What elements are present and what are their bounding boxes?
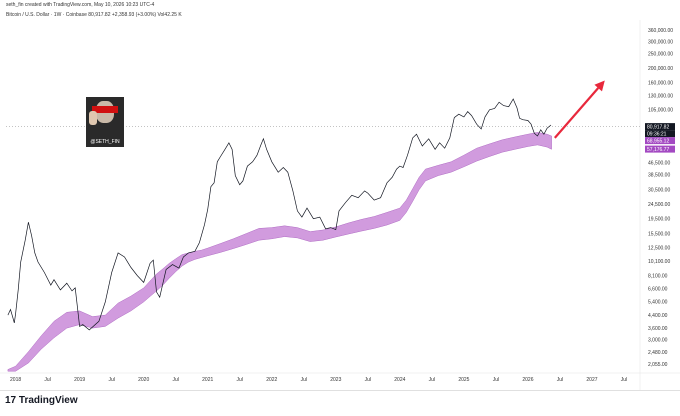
last-price-label: 80,917.82 — [647, 124, 669, 130]
x-tick-label: 2022 — [266, 377, 277, 383]
annotation-arrow-shaft — [553, 87, 600, 139]
x-tick-label: 2019 — [74, 377, 85, 383]
tv-logo-text: TradingView — [18, 395, 78, 406]
avatar-hand — [89, 111, 97, 125]
x-tick-label: 2026 — [522, 377, 533, 383]
y-tick-label: 130,000.00 — [648, 94, 673, 100]
x-tick-label: Jul — [108, 377, 114, 383]
bull-market-support-band — [7, 132, 552, 372]
y-tick-label: 38,500.00 — [648, 173, 670, 179]
y-tick-label: 46,500.00 — [648, 160, 670, 166]
avatar-blindfold — [92, 106, 118, 113]
countdown-label: 09:36:21 — [647, 131, 667, 137]
x-tick-label: Jul — [429, 377, 435, 383]
tv-logo-icon: 17 — [5, 395, 17, 406]
y-tick-label: 5,400.00 — [648, 300, 668, 306]
y-tick-label: 10,100.00 — [648, 259, 670, 265]
y-tick-label: 3,000.00 — [648, 338, 668, 344]
x-tick-label: Jul — [301, 377, 307, 383]
x-tick-label: 2025 — [458, 377, 469, 383]
y-tick-label: 24,500.00 — [648, 202, 670, 208]
y-tick-label: 6,600.00 — [648, 287, 668, 293]
band-upper-label: 68,955.12 — [647, 138, 669, 144]
avatar-label: @SETH_FIN — [90, 139, 120, 145]
x-tick-label: 2020 — [138, 377, 149, 383]
x-tick-label: 2027 — [586, 377, 597, 383]
credit-line: seth_fin created with TradingView.com, M… — [6, 2, 155, 8]
band-lower-label: 57,176.77 — [647, 147, 669, 153]
symbol-info[interactable]: Bitcoin / U.S. Dollar · 1W · Coinbase 80… — [6, 12, 182, 18]
y-tick-label: 2,055.00 — [648, 362, 668, 368]
y-tick-label: 12,500.00 — [648, 245, 670, 251]
x-tick-label: Jul — [44, 377, 50, 383]
last-price-label-bg — [645, 123, 675, 131]
y-tick-label: 15,500.00 — [648, 231, 670, 237]
y-tick-label: 4,400.00 — [648, 313, 668, 319]
x-tick-label: 2018 — [10, 377, 21, 383]
x-tick-label: 2024 — [394, 377, 405, 383]
footer-bar: 17 TradingView — [0, 390, 680, 411]
countdown-label-bg — [645, 130, 675, 138]
x-tick-label: Jul — [237, 377, 243, 383]
x-tick-label: Jul — [557, 377, 563, 383]
tradingview-logo[interactable]: 17 TradingView — [5, 395, 78, 406]
band-upper-label-bg — [645, 137, 675, 145]
avatar: @SETH_FIN — [86, 97, 124, 147]
y-tick-label: 30,500.00 — [648, 188, 670, 194]
x-tick-label: 2021 — [202, 377, 213, 383]
y-tick-label: 360,000.00 — [648, 28, 673, 34]
y-tick-label: 19,500.00 — [648, 217, 670, 223]
y-tick-label: 3,600.00 — [648, 326, 668, 332]
x-tick-label: Jul — [621, 377, 627, 383]
btc-price-line — [7, 98, 552, 331]
y-tick-label: 160,000.00 — [648, 80, 673, 86]
y-tick-label: 2,480.00 — [648, 350, 668, 356]
x-tick-label: Jul — [493, 377, 499, 383]
y-tick-label: 105,000.00 — [648, 108, 673, 114]
x-tick-label: 2023 — [330, 377, 341, 383]
y-tick-label: 8,100.00 — [648, 273, 668, 279]
x-tick-label: Jul — [365, 377, 371, 383]
x-tick-label: Jul — [173, 377, 179, 383]
band-lower-label-bg — [645, 145, 675, 153]
y-tick-label: 300,000.00 — [648, 40, 673, 46]
y-tick-label: 250,000.00 — [648, 51, 673, 57]
y-tick-label: 200,000.00 — [648, 66, 673, 72]
annotation-arrow-head — [594, 80, 605, 92]
